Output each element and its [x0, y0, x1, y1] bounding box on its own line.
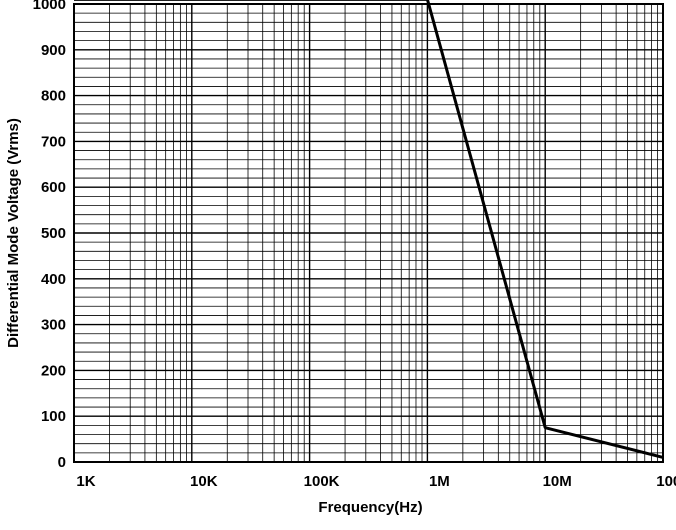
series-layer — [74, 0, 664, 459]
y-tick-label: 0 — [58, 454, 66, 471]
x-tick-label: 10K — [190, 473, 218, 490]
y-tick-labels: 0 100 200 300 400 500 600 700 800 900 1000 — [33, 0, 66, 471]
y-tick-label: 400 — [41, 271, 66, 288]
y-tick-label: 1000 — [33, 0, 66, 13]
y-tick-label: 500 — [41, 225, 66, 242]
y-tick-label: 300 — [41, 317, 66, 334]
y-tick-label: 600 — [41, 179, 66, 196]
y-tick-label: 700 — [41, 133, 66, 150]
grid-major — [73, 3, 663, 463]
x-tick-label: 100M — [656, 473, 676, 490]
y-tick-label: 200 — [41, 362, 66, 379]
plot-frame — [73, 3, 664, 463]
y-tick-label: 800 — [41, 88, 66, 105]
x-axis-title: Frequency(Hz) — [318, 499, 422, 516]
y-axis-title: Differential Mode Voltage (Vrms) — [5, 118, 22, 348]
x-tick-label: 1M — [429, 473, 450, 490]
y-tick-label: 100 — [41, 408, 66, 425]
series-line — [74, 0, 664, 459]
x-tick-label: 100K — [304, 473, 340, 490]
x-tick-labels: 1K 10K 100K 1M 10M 100M — [76, 473, 676, 490]
x-tick-label: 10M — [543, 473, 572, 490]
x-tick-label: 1K — [76, 473, 95, 490]
y-tick-label: 900 — [41, 42, 66, 59]
